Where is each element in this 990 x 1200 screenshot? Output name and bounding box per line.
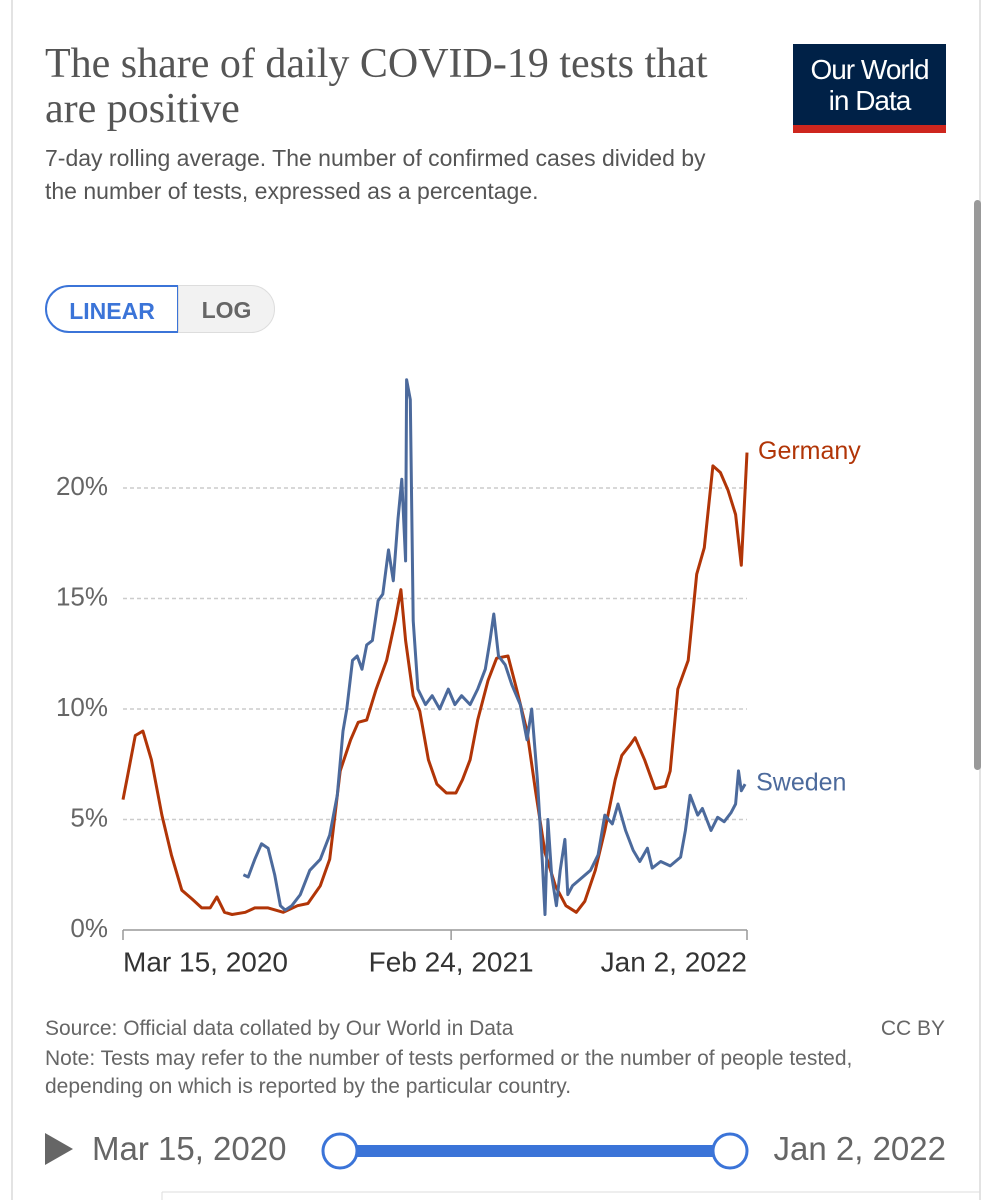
y-tick-label: 20%: [56, 471, 108, 501]
source: Source: Official data collated by Our Wo…: [45, 1017, 514, 1040]
timeline-start: Mar 15, 2020: [92, 1130, 287, 1167]
series-label: Germany: [758, 437, 861, 465]
logo-text: Our World in Data: [810, 54, 929, 116]
y-tick-label: 10%: [56, 692, 108, 722]
x-tick-label: Jan 2, 2022: [601, 946, 747, 977]
license[interactable]: CC BY: [880, 1017, 945, 1040]
linear-button[interactable]: LINEAR: [45, 285, 179, 333]
logo[interactable]: Our World in Data: [793, 44, 946, 133]
series-line: [121, 452, 749, 916]
y-tick-label: 0%: [70, 913, 108, 943]
series-line: [242, 378, 747, 916]
play-button[interactable]: [45, 1133, 73, 1165]
title: The share of daily COVID-19 tests that a…: [45, 41, 708, 132]
scrollbar: [974, 200, 981, 770]
timeline-handle-end[interactable]: [711, 1132, 749, 1170]
x-tick-label: Mar 15, 2020: [123, 946, 288, 977]
y-tick-label: 5%: [70, 802, 108, 832]
timeline-end: Jan 2, 2022: [773, 1130, 946, 1167]
y-tick-label: 15%: [56, 581, 108, 611]
log-button[interactable]: LOG: [178, 285, 275, 333]
x-tick-label: Feb 24, 2021: [369, 946, 534, 977]
timeline-handle-start[interactable]: [321, 1132, 359, 1170]
series-label: Sweden: [756, 769, 846, 797]
subtitle: 7-day rolling average. The number of con…: [45, 145, 706, 204]
note: Note: Tests may refer to the number of t…: [45, 1047, 853, 1098]
